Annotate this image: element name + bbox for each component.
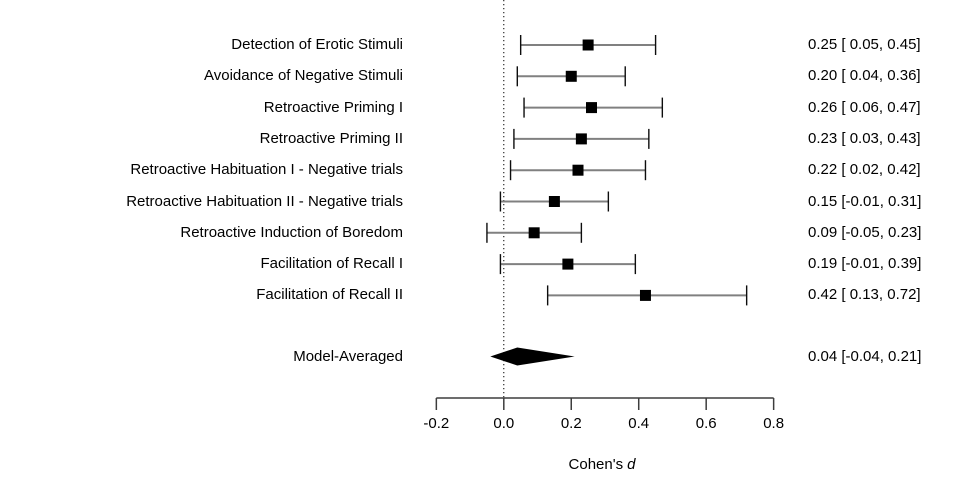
x-axis-tick-label: -0.2 [423, 415, 450, 432]
effect-size-value: 0.26 [ 0.06, 0.47] [808, 98, 921, 116]
x-axis-title-variable: d [627, 456, 636, 473]
effect-size-value: 0.19 [-0.01, 0.39] [808, 255, 922, 273]
effect-size-value: 0.20 [ 0.04, 0.36] [808, 67, 921, 85]
effect-size-value: 0.15 [-0.01, 0.31] [808, 192, 922, 210]
x-axis-tick-label: 0.8 [763, 415, 785, 432]
model-label: Model-Averaged [293, 347, 403, 365]
point-estimate-marker [565, 70, 577, 82]
study-label: Retroactive Induction of Boredom [180, 223, 403, 241]
study-label: Facilitation of Recall II [256, 286, 403, 304]
model-effect-size-value: 0.04 [-0.04, 0.21] [808, 347, 922, 365]
effect-size-value: 0.23 [ 0.03, 0.43] [808, 129, 921, 147]
point-estimate-marker [639, 289, 651, 301]
point-estimate-marker [582, 39, 594, 51]
x-axis-title-text: Cohen's [568, 456, 624, 473]
point-estimate-marker [548, 196, 560, 207]
x-axis-tick-label: 0.0 [493, 415, 515, 432]
study-label: Facilitation of Recall I [260, 255, 403, 273]
study-label: Retroactive Priming I [263, 98, 403, 116]
study-label: Avoidance of Negative Stimuli [204, 67, 403, 85]
x-axis-tick-label: 0.6 [695, 415, 717, 432]
study-label: Detection of Erotic Stimuli [231, 36, 403, 53]
point-estimate-marker [528, 227, 540, 239]
x-axis-tick-label: 0.2 [560, 415, 582, 432]
x-axis-tick-label: 0.4 [628, 415, 650, 432]
effect-size-value: 0.22 [ 0.02, 0.42] [808, 161, 921, 179]
point-estimate-marker [575, 133, 587, 145]
x-axis-title: Cohen's d [502, 455, 702, 475]
effect-size-value: 0.25 [ 0.05, 0.45] [808, 36, 921, 53]
effect-size-value: 0.09 [-0.05, 0.23] [808, 223, 922, 241]
point-estimate-marker [572, 164, 584, 176]
model-averaged-diamond [490, 347, 575, 366]
study-label: Retroactive Habituation II - Negative tr… [126, 192, 403, 210]
point-estimate-marker [562, 258, 574, 270]
point-estimate-marker [585, 102, 597, 114]
study-label: Retroactive Priming II [259, 129, 403, 147]
effect-size-value: 0.42 [ 0.13, 0.72] [808, 286, 921, 304]
study-label: Retroactive Habituation I - Negative tri… [130, 161, 403, 179]
